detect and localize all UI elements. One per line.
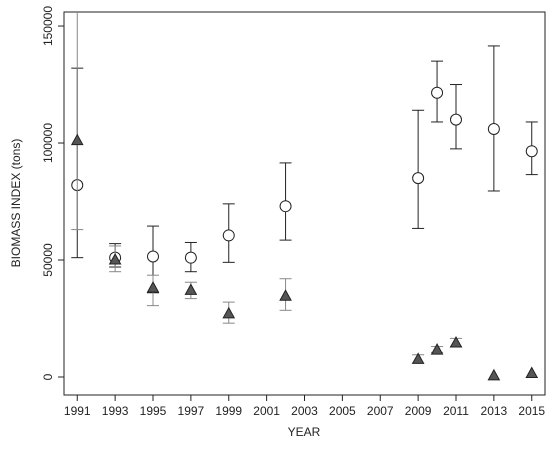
x-axis-label: YEAR [288,425,321,439]
point [525,366,539,378]
x-tick-label: 2003 [291,404,318,418]
point [147,250,160,263]
point [487,368,501,381]
x-tick-label: 2005 [329,404,356,418]
point [449,336,463,348]
point [449,113,462,126]
point [70,133,84,146]
point [487,122,500,135]
point [430,343,444,355]
x-tick-label: 2001 [253,404,280,418]
y-tick-label: 100000 [41,123,55,163]
plot-area [70,12,539,381]
x-tick-label: 2007 [367,404,394,418]
point [184,251,197,264]
x-tick-label: 2011 [443,404,469,418]
point [222,306,236,319]
point [184,283,198,295]
x-tick-label: 1995 [140,404,167,418]
y-axis-label: BIOMASS INDEX (tons) [9,139,23,268]
point [222,229,235,242]
point [108,252,122,265]
x-tick-label: 1993 [102,404,129,418]
point [279,200,292,213]
y-tick-label: 0 [41,373,55,380]
x-tick-label: 2015 [518,404,545,418]
point [431,86,444,99]
plot-frame [63,11,546,396]
x-tick-label: 1991 [64,404,91,418]
x-tick-label: 1999 [215,404,242,418]
point [412,172,425,185]
x-tick-label: 1997 [178,404,205,418]
point [146,281,160,293]
x-tick-label: 2013 [481,404,508,418]
point [279,289,292,301]
y-tick-label: 150000 [41,6,55,46]
x-tick-label: 2009 [405,404,432,418]
point [525,145,538,158]
y-tick-label: 50000 [41,243,55,277]
point [411,352,425,364]
